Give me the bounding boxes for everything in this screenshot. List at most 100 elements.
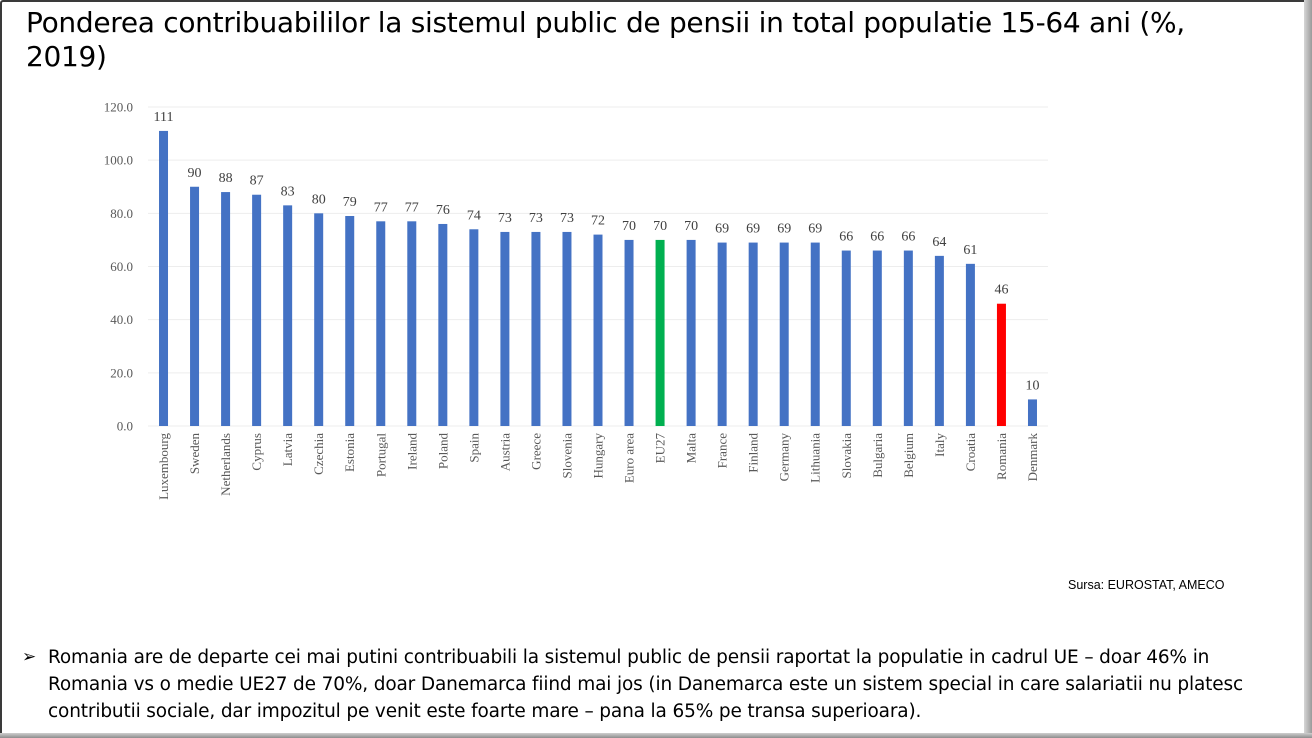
bar-euro-area	[624, 239, 634, 426]
category-label: Czechia	[311, 433, 326, 475]
data-label: 79	[343, 195, 357, 210]
bar-greece	[531, 231, 541, 426]
category-label: Poland	[435, 433, 450, 470]
y-tick-label: 100.0	[104, 153, 133, 168]
bar-germany	[779, 242, 789, 426]
bar-austria	[500, 231, 510, 426]
category-label: Slovenia	[559, 433, 574, 479]
data-label: 66	[870, 230, 884, 245]
data-label: 69	[715, 222, 729, 237]
bullet-text: Romania are de departe cei mai putini co…	[48, 647, 1244, 722]
bar-denmark	[1027, 399, 1037, 426]
bar-cyprus	[252, 194, 262, 426]
category-label: Luxembourg	[156, 433, 171, 500]
data-label: 73	[560, 211, 574, 226]
category-label: Bulgaria	[870, 433, 885, 478]
y-tick-label: 60.0	[110, 259, 133, 274]
data-label: 70	[622, 219, 636, 234]
data-label: 73	[498, 211, 512, 226]
bar-hungary	[593, 234, 603, 426]
category-label: France	[715, 433, 730, 469]
data-label: 69	[808, 222, 822, 237]
window-edge-bottom	[0, 733, 1312, 738]
bar-portugal	[376, 221, 386, 426]
bar-slovenia	[562, 231, 572, 426]
data-label: 70	[653, 219, 667, 234]
category-label: Italy	[932, 433, 947, 457]
bar-finland	[748, 242, 758, 426]
data-labels: 111 90 88 87 83 80 79 77 77 76 74 73 73 73 72 70 70 70 69 6…	[154, 110, 1040, 393]
data-label: 74	[467, 208, 481, 223]
category-label: Lithuania	[808, 433, 823, 483]
category-labels: Luxembourg Sweden Netherlands Cyprus Latvia C…	[156, 433, 1040, 500]
data-label: 90	[188, 166, 202, 181]
category-label: Malta	[684, 433, 699, 464]
category-label: Belgium	[901, 433, 916, 478]
bar-lithuania	[810, 242, 820, 426]
bar-romania	[996, 303, 1006, 426]
source-note: Sursa: EUROSTAT, AMECO	[1068, 578, 1225, 592]
category-label: Cyprus	[249, 433, 264, 471]
category-label: Croatia	[963, 433, 978, 471]
bar-sweden	[190, 186, 200, 426]
bar-croatia	[965, 263, 975, 426]
bar-luxembourg	[159, 130, 169, 427]
data-label: 87	[250, 174, 264, 189]
bar-poland	[438, 223, 448, 426]
category-label: EU27	[653, 433, 668, 464]
bar-latvia	[283, 205, 293, 426]
data-label: 64	[932, 235, 946, 250]
data-label: 83	[281, 184, 295, 199]
data-label: 69	[777, 222, 791, 237]
data-label: 77	[374, 200, 388, 215]
data-label: 88	[219, 171, 233, 186]
bar-netherlands	[221, 192, 231, 426]
data-label: 66	[839, 230, 853, 245]
data-label: 80	[312, 192, 326, 207]
category-label: Denmark	[1025, 433, 1040, 482]
slide-title: Ponderea contribuabililor la sistemul pu…	[26, 6, 1185, 73]
category-label: Euro area	[622, 433, 637, 483]
bar-czechia	[314, 213, 324, 426]
category-label: Estonia	[342, 433, 357, 472]
data-label: 70	[684, 219, 698, 234]
bar-slovakia	[841, 250, 851, 426]
y-axis-ticks: 0.0 20.0 40.0 60.0 80.0 100.0 120.0	[104, 100, 133, 434]
bar-malta	[686, 239, 696, 426]
y-tick-label: 20.0	[110, 365, 133, 380]
category-label: Ireland	[404, 433, 419, 470]
category-label: Germany	[777, 433, 792, 482]
data-label: 111	[154, 110, 174, 125]
category-label: Greece	[528, 433, 543, 470]
category-label: Spain	[466, 433, 481, 463]
arrow-bullet-icon: ➢	[22, 647, 37, 667]
bar-eu27	[655, 239, 665, 426]
bar-belgium	[903, 250, 913, 426]
category-label: Netherlands	[218, 433, 233, 496]
category-label: Hungary	[591, 433, 606, 479]
y-tick-label: 40.0	[110, 312, 133, 327]
category-label: Latvia	[280, 433, 295, 466]
y-tick-label: 120.0	[104, 100, 133, 115]
data-label: 73	[529, 211, 543, 226]
y-tick-label: 0.0	[117, 419, 133, 434]
category-label: Finland	[746, 433, 761, 473]
category-label: Austria	[497, 433, 512, 472]
y-tick-label: 80.0	[110, 206, 133, 221]
bar-italy	[934, 255, 944, 426]
data-label: 77	[405, 200, 419, 215]
category-label: Sweden	[187, 433, 202, 475]
bars	[159, 130, 1037, 427]
bar-spain	[469, 229, 479, 426]
data-label: 46	[994, 283, 1008, 298]
bar-ireland	[407, 221, 417, 426]
data-label: 69	[746, 222, 760, 237]
bar-france	[717, 242, 727, 426]
category-label: Slovakia	[839, 433, 854, 479]
bullet-point: ➢ Romania are de departe cei mai putini …	[22, 644, 1282, 725]
category-label: Portugal	[373, 433, 388, 477]
data-label: 72	[591, 214, 605, 229]
data-label: 10	[1025, 378, 1039, 393]
bar-estonia	[345, 215, 355, 426]
bar-bulgaria	[872, 250, 882, 426]
